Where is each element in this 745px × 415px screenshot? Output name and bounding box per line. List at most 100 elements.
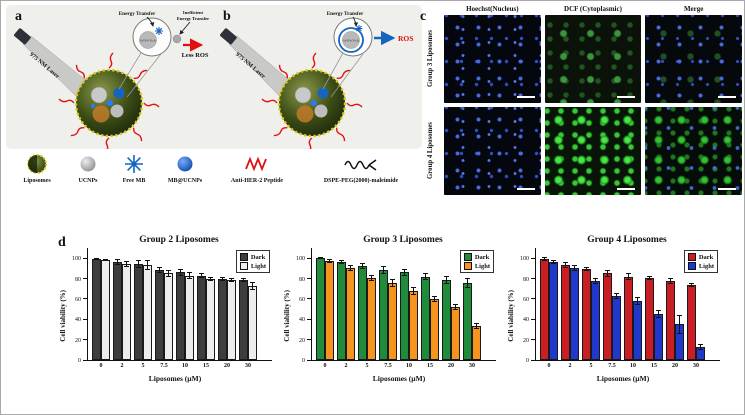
bar-wrapper <box>316 248 325 360</box>
energy-transfer-label: Energy Transfer <box>327 11 364 17</box>
legend-series-name: Dark <box>474 253 490 261</box>
x-tick-label: 30 <box>469 363 475 369</box>
x-tick-label: 2 <box>120 363 124 369</box>
anti-her2-peptide-icon <box>244 151 270 177</box>
bar-group: 20 <box>442 248 460 369</box>
bar <box>227 279 236 360</box>
bar <box>248 285 257 360</box>
microscopy-row-group3: Group 3 Liposomes <box>427 15 742 103</box>
error-bar <box>229 277 234 282</box>
legend-label: Free MB <box>122 178 146 184</box>
bar <box>654 314 663 360</box>
col-header-merge: Merge <box>683 5 704 13</box>
y-tick <box>83 359 87 361</box>
error-bar <box>465 277 470 288</box>
error-bar <box>584 267 589 272</box>
y-tick-label: 40 <box>75 317 81 324</box>
bar-group: 0 <box>92 248 110 369</box>
bar-wrapper <box>197 248 206 360</box>
y-tick <box>531 359 535 361</box>
bar <box>442 279 451 360</box>
error-bar <box>94 258 99 261</box>
bar <box>206 278 215 360</box>
bar-group: 30 <box>463 248 481 369</box>
bar-group: 7.5 <box>603 248 621 369</box>
legend-series-name: Light <box>474 262 490 270</box>
legend-label: Liposomes <box>23 178 51 184</box>
mb-ring-icon <box>338 27 364 53</box>
error-bar <box>668 277 673 284</box>
bar <box>197 275 206 360</box>
inefficient-label-2: Energy Transfer <box>177 16 209 21</box>
error-bar <box>348 265 353 272</box>
x-tick-label: 0 <box>547 363 551 369</box>
bar <box>633 300 642 360</box>
legend-series-name: Light <box>698 262 714 270</box>
bar-wrapper <box>442 248 451 360</box>
bar <box>185 275 194 360</box>
error-bar <box>220 276 225 281</box>
bar-group: 5 <box>358 248 376 369</box>
bar-wrapper <box>633 248 642 360</box>
bar <box>113 262 122 360</box>
error-bar <box>250 281 255 290</box>
error-bar <box>698 343 703 350</box>
energy-transfer-arrow <box>146 16 155 27</box>
y-tick-label: 20 <box>299 337 305 344</box>
bar-wrapper <box>176 248 185 360</box>
bar <box>570 268 579 360</box>
bar-wrapper <box>591 248 600 360</box>
bar-wrapper <box>570 248 579 360</box>
bar-wrapper <box>206 248 215 360</box>
scale-bar <box>617 96 636 98</box>
y-tick <box>307 278 311 280</box>
error-bar <box>689 282 694 287</box>
bar-group: 30 <box>239 248 257 369</box>
plot-area: Dark Light 0 20 40 60 80 100 0 2 5 7.5 10 15 20 30 <box>72 248 272 369</box>
bar-wrapper <box>603 248 612 360</box>
chart-group3-liposomes: Group 3 Liposomes Cell viability (%) Dar… <box>283 235 496 383</box>
energy-transfer-arrow <box>352 16 359 27</box>
y-tick <box>531 278 535 280</box>
bar-wrapper <box>134 248 143 360</box>
x-axis-label: Liposomes (µM) <box>372 374 426 383</box>
legend-swatch <box>239 262 248 270</box>
scale-bar <box>617 188 636 190</box>
bar-wrapper <box>430 248 439 360</box>
legend-label: DSPE-PEG(2000)-maleimide <box>323 178 399 184</box>
bar <box>645 277 654 360</box>
energy-transfer-label: Energy Transfer <box>119 11 156 17</box>
x-tick-label: 20 <box>672 363 678 369</box>
microscopy-headers: Hoechst(Nucleus) DCF (Cytoplasmic) Merge <box>427 5 742 13</box>
legend-swatch <box>463 262 472 270</box>
bar-wrapper <box>654 248 663 360</box>
x-tick-label: 15 <box>203 363 209 369</box>
schematic-a: 975 NM Laser NaYF4:Yb,Er <box>14 10 209 149</box>
bar <box>540 259 549 360</box>
error-bar <box>635 296 640 306</box>
error-bar <box>444 275 449 284</box>
error-bar <box>115 259 120 266</box>
bar-group: 30 <box>687 248 705 369</box>
micro-image-group3-merge <box>645 15 742 103</box>
bar <box>337 262 346 360</box>
error-bar <box>199 273 204 278</box>
x-tick-label: 10 <box>406 363 412 369</box>
bar-wrapper <box>645 248 654 360</box>
bar-group: 5 <box>134 248 152 369</box>
col-header-dcf: DCF (Cytoplasmic) <box>564 5 622 13</box>
error-bar <box>166 270 171 277</box>
panel-label-d: d <box>58 235 66 250</box>
row-label-group4: Group 4 Liposomes <box>427 122 434 180</box>
less-ros-label: Less ROS <box>182 52 209 59</box>
bar-wrapper <box>612 248 621 360</box>
y-tick <box>307 339 311 341</box>
microscopy-row-group4: Group 4 Liposomes <box>427 107 742 195</box>
bar <box>582 269 591 360</box>
x-tick-label: 15 <box>651 363 657 369</box>
y-tick <box>307 298 311 300</box>
x-tick-label: 30 <box>245 363 251 369</box>
bar-group: 15 <box>197 248 215 369</box>
bar <box>463 282 472 360</box>
bar-wrapper <box>218 248 227 360</box>
